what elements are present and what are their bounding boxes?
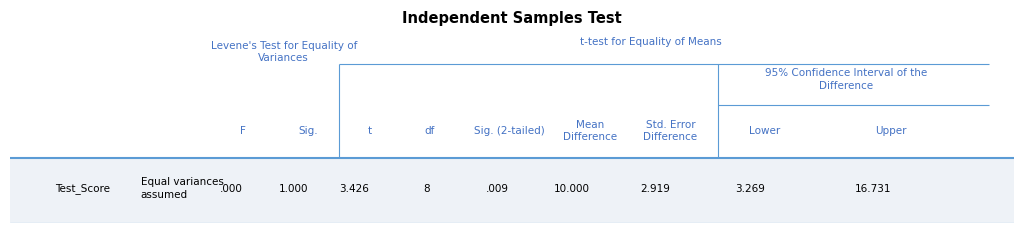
Text: 3.269: 3.269 [735,184,765,194]
Text: Mean
Difference: Mean Difference [563,120,617,142]
Text: Sig.: Sig. [298,126,318,136]
Text: F: F [240,126,246,136]
Text: Equal variances
assumed: Equal variances assumed [140,177,223,200]
Text: t: t [368,126,372,136]
Text: .000: .000 [220,184,243,194]
Text: Sig. (2-tailed): Sig. (2-tailed) [474,126,545,136]
Text: Lower: Lower [750,126,780,136]
Text: df: df [425,126,435,136]
FancyBboxPatch shape [10,158,1014,223]
Text: 8: 8 [423,184,430,194]
Text: 3.426: 3.426 [340,184,370,194]
Text: Std. Error
Difference: Std. Error Difference [643,120,697,142]
FancyBboxPatch shape [10,223,1014,225]
Text: t-test for Equality of Means: t-test for Equality of Means [580,37,721,47]
Text: Independent Samples Test: Independent Samples Test [402,11,622,26]
Text: 2.919: 2.919 [641,184,671,194]
Text: 16.731: 16.731 [855,184,891,194]
Text: .009: .009 [486,184,509,194]
Text: Upper: Upper [876,126,907,136]
Text: Levene's Test for Equality of
Variances: Levene's Test for Equality of Variances [211,41,357,63]
Text: Test_Score: Test_Score [55,183,111,194]
Text: 95% Confidence Interval of the
Difference: 95% Confidence Interval of the Differenc… [765,68,928,91]
Text: 1.000: 1.000 [279,184,308,194]
Text: 10.000: 10.000 [554,184,590,194]
